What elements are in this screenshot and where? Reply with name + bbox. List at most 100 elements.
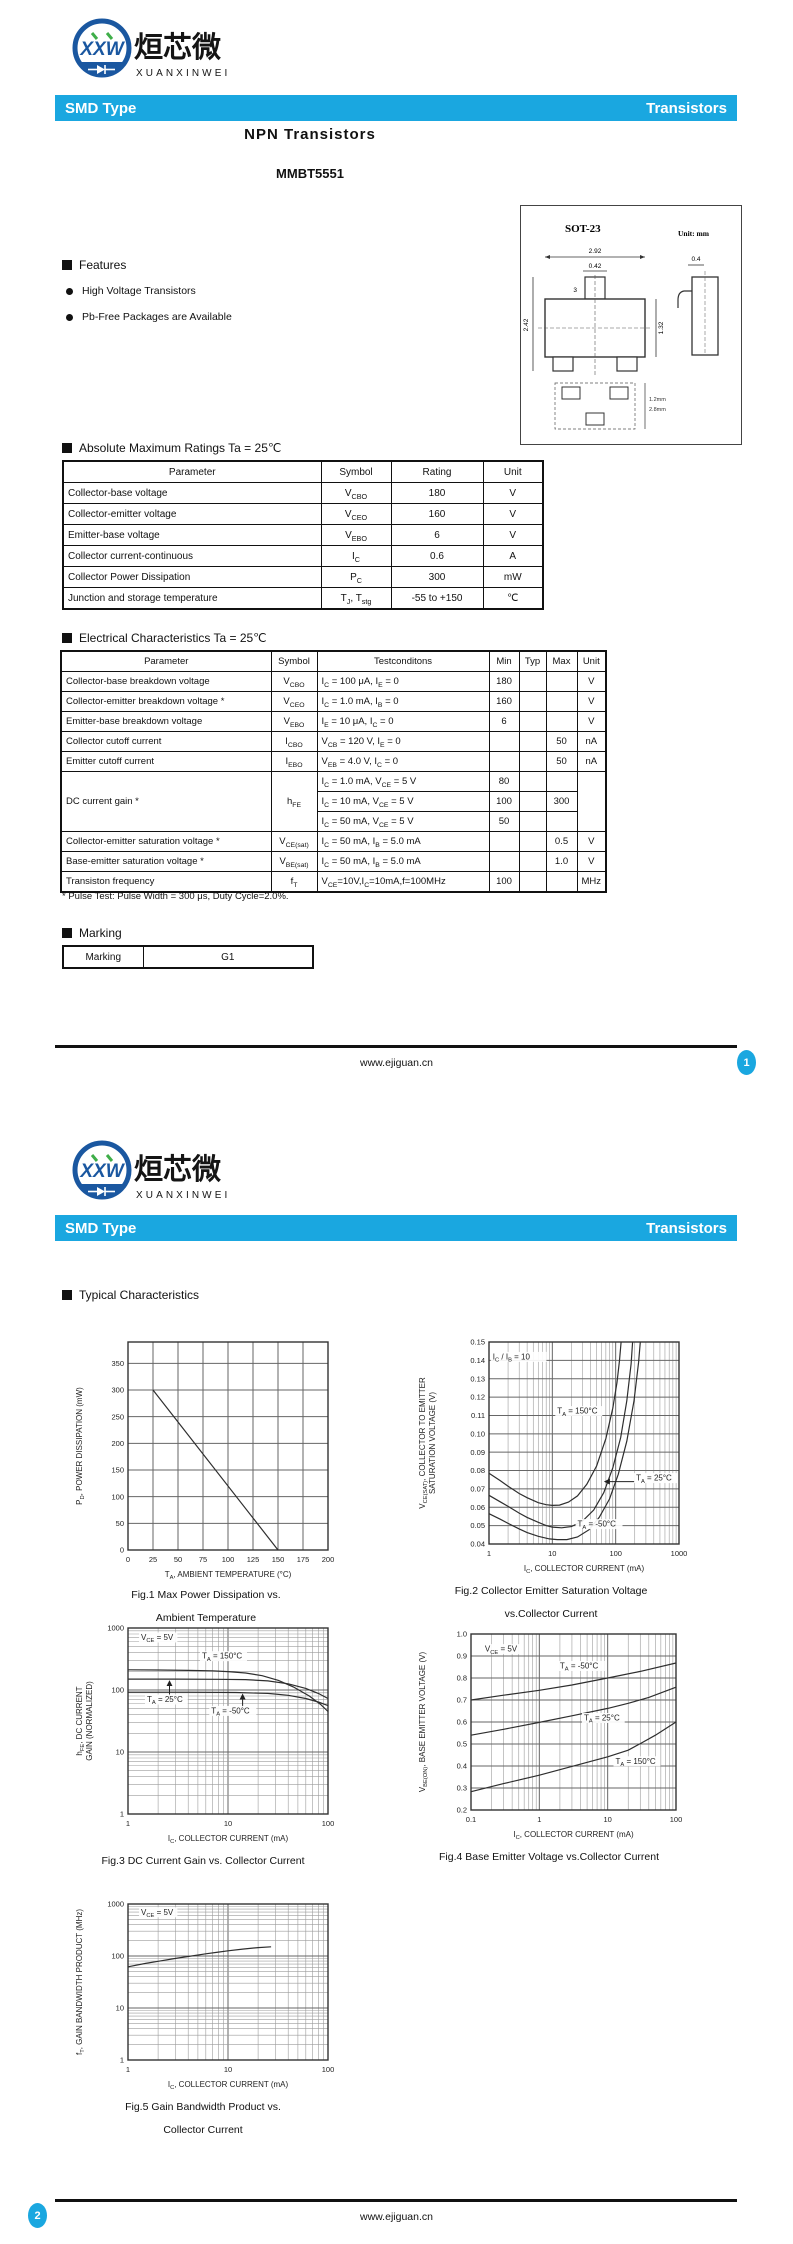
table-row: Collector-emitter saturation voltage * VC… [60, 831, 607, 852]
svg-text:1000: 1000 [671, 1549, 687, 1558]
svg-text:0.13: 0.13 [470, 1374, 485, 1383]
table-cell: fT [270, 871, 318, 893]
part-number: MMBT5551 [276, 166, 344, 181]
table-row: Emitter cutoff current IEBO VEB = 4.0 V, I… [60, 751, 607, 772]
fig4-caption: Fig.4 Base Emitter Voltage vs.Collector … [438, 1851, 659, 1863]
svg-text:75: 75 [199, 1555, 207, 1564]
svg-text:VCE(SAT), COLLECTOR TO EMITTER: VCE(SAT), COLLECTOR TO EMITTER [418, 1377, 429, 1509]
svg-text:hFE, DC CURRENT: hFE, DC CURRENT [75, 1686, 86, 1755]
table-cell: V [576, 831, 607, 852]
pin3-label: 3 [573, 287, 577, 294]
logo-cn-text: 烜芯微 [134, 30, 221, 64]
table-cell: Transiston frequency [60, 871, 272, 893]
table-cell [488, 831, 520, 852]
table-cell [518, 751, 547, 772]
company-logo: XXW 烜芯微 XUANXINWEI [70, 14, 260, 97]
fig1-caption: Fig.1 Max Power Dissipation vs. Ambient … [131, 1589, 281, 1624]
column-header: Symbol [270, 650, 318, 672]
svg-text:TA = -50°C: TA = -50°C [560, 1662, 599, 1673]
svg-text:175: 175 [297, 1555, 310, 1564]
table-row: Collector-base breakdown voltage VCBO IC =… [60, 671, 607, 692]
svg-text:100: 100 [111, 1686, 124, 1695]
svg-text:TA = -50°C: TA = -50°C [578, 1520, 617, 1531]
chart-fig5: VCE = 5V 1 10 100 1 10 100 1000 IC, COLLECTOR CU… [70, 1896, 336, 2141]
logo-initials: XXW [79, 39, 125, 60]
table-cell: DC current gain * [60, 771, 272, 832]
table-cell: 6 [390, 524, 484, 546]
table-cell [518, 871, 547, 893]
table-cell: 50 [545, 751, 578, 772]
svg-text:0.12: 0.12 [470, 1393, 485, 1402]
svg-text:10: 10 [116, 1748, 124, 1757]
table-cell: Marking [62, 945, 144, 969]
svg-text:TA = 25°C: TA = 25°C [636, 1474, 672, 1485]
elec-section-title: Electrical Characteristics Ta = 25℃ [62, 631, 267, 645]
fig3-plot: VCE = 5V TA = 150°C TA = 25°C TA = -50°C 1 10… [70, 1620, 336, 1848]
svg-text:TA, AMBIENT TEMPERATURE (°C): TA, AMBIENT TEMPERATURE (°C) [165, 1570, 292, 1581]
svg-text:IC, COLLECTOR CURRENT (mA): IC, COLLECTOR CURRENT (mA) [524, 1564, 645, 1575]
svg-text:10: 10 [604, 1815, 612, 1824]
svg-text:0.6: 0.6 [457, 1718, 467, 1727]
table-cell: IC = 50 mA, IB = 5.0 mA [316, 851, 490, 872]
table-row: Collector current-continuous IC 0.6 A [62, 545, 544, 567]
table-row: IC = 50 mA, VCE = 5 V 50 [61, 811, 606, 832]
svg-text:1: 1 [537, 1815, 541, 1824]
banner-left-label: SMD Type [65, 1219, 137, 1237]
feature-text: Pb-Free Packages are Available [82, 311, 232, 323]
svg-text:1000: 1000 [107, 1624, 124, 1633]
table-cell: V [482, 482, 544, 504]
table-cell [518, 771, 547, 792]
table-cell: Emitter cutoff current [60, 751, 272, 772]
table-row: Collector-emitter voltage VCEO 160 V [62, 503, 544, 525]
table-row: Transiston frequency fT VCE=10V,IC=10mA,f=… [60, 871, 607, 893]
svg-text:TA = 150°C: TA = 150°C [202, 1652, 242, 1663]
fig3-caption: Fig.3 DC Current Gain vs. Collector Curr… [101, 1855, 305, 1867]
table-cell: -55 to +150 [390, 587, 484, 610]
table-cell: Collector current-continuous [62, 545, 322, 567]
svg-text:0.04: 0.04 [470, 1540, 485, 1549]
table-cell: 1.0 [545, 851, 578, 872]
svg-text:0.14: 0.14 [470, 1356, 485, 1365]
column-header: Typ [518, 650, 547, 672]
table-cell: IEBO [270, 751, 318, 772]
table-cell [545, 871, 578, 893]
table-cell: Collector-emitter breakdown voltage * [60, 691, 272, 712]
elec-title-label: Electrical Characteristics Ta = 25℃ [79, 631, 267, 645]
svg-text:fT, GAIN BANDWIDTH PRODUCT (MH: fT, GAIN BANDWIDTH PRODUCT (MHz) [75, 1909, 86, 2055]
svg-text:0.10: 0.10 [470, 1429, 485, 1438]
svg-text:10: 10 [224, 1819, 232, 1828]
section-marker-icon [62, 443, 72, 453]
svg-text:0.06: 0.06 [470, 1503, 485, 1512]
dim-body-d: 1.32 [658, 321, 665, 334]
table-cell [545, 671, 578, 692]
column-header: Max [545, 650, 578, 672]
bullet-icon [66, 287, 73, 295]
svg-text:0.08: 0.08 [470, 1466, 485, 1475]
table-cell: 300 [545, 791, 578, 812]
fig4-plot: VCE = 5V TA = -50°C TA = 25°C TA = 150°C 0.1… [413, 1626, 685, 1844]
svg-text:25: 25 [149, 1555, 157, 1564]
svg-text:0.8: 0.8 [457, 1674, 467, 1683]
table-cell: IC = 1.0 mA, VCE = 5 V [316, 771, 490, 792]
svg-text:VCE = 5V: VCE = 5V [141, 1633, 174, 1644]
chart-fig1: 0 25 50 75 100 125 150 175 200 0 50 100 150 200 250 300… [70, 1332, 342, 1629]
logo-en-text: XUANXINWEI [136, 1190, 230, 1201]
table-cell: V [576, 691, 607, 712]
column-header: Rating [390, 460, 484, 483]
footprint-outline [554, 382, 636, 430]
table-cell: Collector Power Dissipation [62, 566, 322, 588]
svg-text:0.07: 0.07 [470, 1485, 485, 1494]
package-drawing: SOT-23 Unit: mm 2.92 0.42 3 2.42 1.32 0.… [520, 205, 742, 450]
svg-text:1: 1 [120, 2056, 124, 2065]
svg-text:0.15: 0.15 [470, 1338, 485, 1347]
table-cell: V [576, 711, 607, 732]
table-cell: Collector cutoff current [60, 731, 272, 752]
footprint-pad2 [609, 386, 629, 400]
section-marker-icon [62, 928, 72, 938]
dim-lead-t: 0.4 [691, 256, 700, 263]
table-cell [576, 771, 607, 832]
svg-text:150: 150 [111, 1466, 124, 1475]
table-cell: 6 [488, 711, 520, 732]
svg-text:0.5: 0.5 [457, 1740, 467, 1749]
package-name: SOT-23 [565, 223, 601, 235]
